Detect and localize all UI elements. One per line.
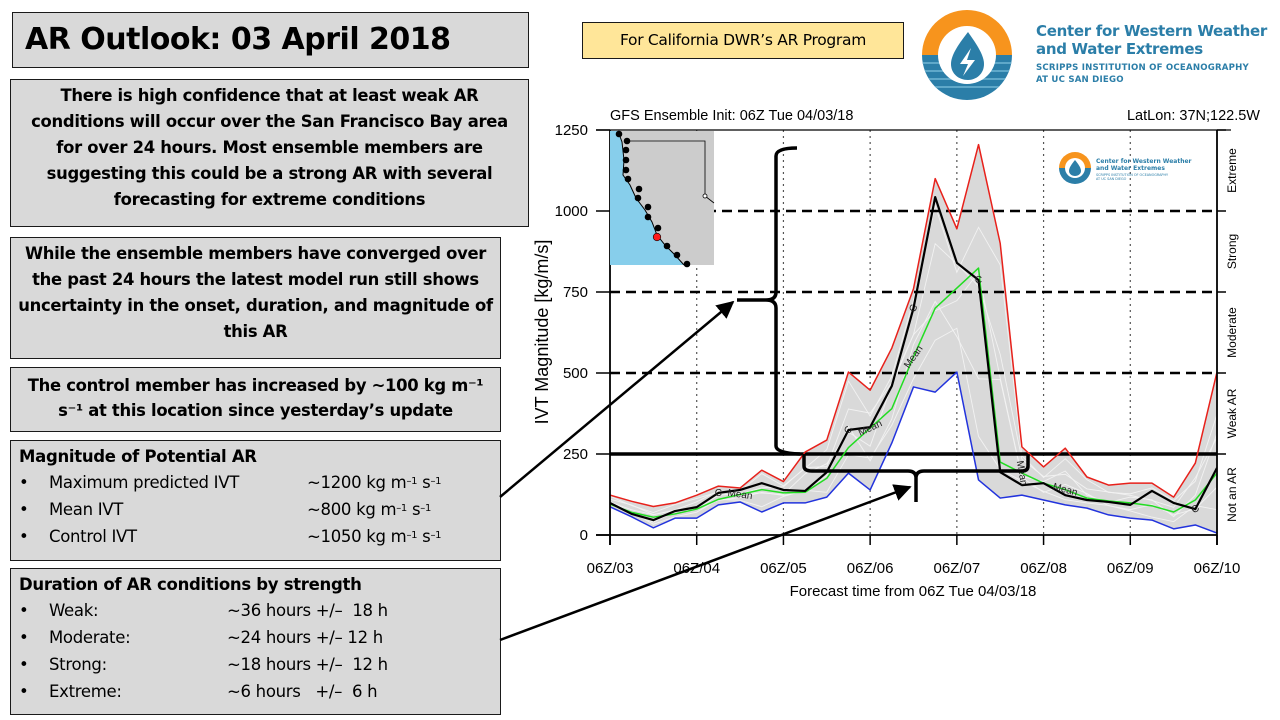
bullet-icon: • bbox=[19, 601, 29, 620]
duration-heading: Duration of AR conditions by strength bbox=[19, 575, 362, 594]
tick-labels: 06Z/03 06Z/04 06Z/05 06Z/06 06Z/07 06Z/08 06Z/… bbox=[555, 122, 1241, 577]
y-tick-label: 1250 bbox=[555, 122, 588, 139]
duration-box: Duration of AR conditions by strength • … bbox=[10, 568, 501, 715]
duration-value: ~18 hours +/– 12 h bbox=[227, 655, 388, 674]
duration-item: • Extreme: ~6 hours +/– 6 h bbox=[19, 678, 492, 705]
duration-value: ~24 hours +/– 12 h bbox=[227, 628, 383, 647]
y-tick-label: 0 bbox=[580, 527, 588, 544]
duration-label: Moderate: bbox=[49, 628, 131, 647]
category-labels: Not an AR Weak AR Moderate Strong Extreme bbox=[1217, 129, 1239, 522]
logo-line-4: AT UC SAN DIEGO bbox=[1036, 75, 1124, 85]
series-label: C bbox=[715, 488, 722, 499]
x-tick-label: 06Z/05 bbox=[760, 560, 807, 577]
logo-line-1: Center for Western Weather bbox=[1036, 22, 1267, 40]
x-tick-label: 06Z/03 bbox=[587, 560, 634, 577]
chart-title: GFS Ensemble Init: 06Z Tue 04/03/18 bbox=[610, 108, 853, 124]
category-label: Weak AR bbox=[1225, 388, 1239, 438]
page-title: AR Outlook: 03 April 2018 bbox=[25, 22, 451, 57]
y-tick-label: 1000 bbox=[555, 203, 588, 220]
duration-value: ~6 hours +/– 6 h bbox=[227, 682, 378, 701]
bullet-icon: • bbox=[19, 655, 29, 674]
y-tick-label: 250 bbox=[563, 446, 588, 463]
category-label: Moderate bbox=[1225, 307, 1239, 358]
series-label: Mean bbox=[727, 488, 753, 502]
duration-item: • Moderate: ~24 hours +/– 12 h bbox=[19, 624, 492, 651]
x-axis-label: Forecast time from 06Z Tue 04/03/18 bbox=[790, 583, 1037, 600]
bullet-icon: • bbox=[19, 500, 29, 519]
series-label: C bbox=[908, 303, 921, 314]
bullet-icon: • bbox=[19, 628, 29, 647]
series-label: C bbox=[842, 424, 855, 436]
bullet-icon: • bbox=[19, 682, 29, 701]
cw3e-small-logo-icon: Center for Western Weather and Water Ext… bbox=[1059, 152, 1192, 184]
x-tick-label: 06Z/06 bbox=[847, 560, 894, 577]
title-box: AR Outlook: 03 April 2018 bbox=[12, 12, 529, 68]
magnitude-item: • Control IVT ~1050 kg m–1 s–1 bbox=[19, 523, 492, 550]
logo-line-2: and Water Extremes bbox=[1036, 40, 1203, 58]
magnitude-value: ~800 kg m–1 s–1 bbox=[307, 500, 432, 519]
duration-label: Weak: bbox=[49, 601, 99, 620]
magnitude-label: Mean IVT bbox=[49, 500, 124, 519]
inset-location-map bbox=[610, 130, 715, 268]
small-logo-line-3: SCRIPPS INSTITUTION OF OCEANOGRAPHY bbox=[1096, 173, 1169, 177]
annotation-arrow-duration bbox=[499, 484, 912, 642]
x-tick-label: 06Z/07 bbox=[934, 560, 981, 577]
logo-line-3: SCRIPPS INSTITUTION OF OCEANOGRAPHY bbox=[1036, 63, 1249, 73]
magnitude-heading: Magnitude of Potential AR bbox=[19, 447, 257, 466]
y-axis-label: IVT Magnitude [kg/m/s] bbox=[532, 240, 552, 425]
small-logo-line-4: AT UC SAN DIEGO bbox=[1096, 177, 1127, 181]
small-logo-line-2: and Water Extremes bbox=[1096, 165, 1165, 172]
bullet-icon: • bbox=[19, 527, 29, 546]
magnitude-label: Control IVT bbox=[49, 527, 137, 546]
cw3e-logo-icon bbox=[922, 10, 1012, 100]
x-tick-label: 06Z/09 bbox=[1107, 560, 1154, 577]
summary-control-change: The control member has increased by ~100… bbox=[10, 367, 501, 432]
cw3e-logo-text: Center for Western Weather and Water Ext… bbox=[1036, 22, 1267, 86]
duration-value: ~36 hours +/– 18 h bbox=[227, 601, 388, 620]
chart-location: LatLon: 37N;122.5W bbox=[1127, 108, 1260, 124]
annotation-arrow-magnitude bbox=[499, 300, 735, 498]
duration-item: • Weak: ~36 hours +/– 18 h bbox=[19, 597, 492, 624]
duration-item: • Strong: ~18 hours +/– 12 h bbox=[19, 651, 492, 678]
annotation-max-brace bbox=[737, 146, 801, 456]
x-tick-label: 06Z/04 bbox=[673, 560, 720, 577]
ensemble-member-line bbox=[610, 203, 1217, 514]
magnitude-label: Maximum predicted IVT bbox=[49, 473, 239, 492]
duration-label: Strong: bbox=[49, 655, 107, 674]
category-label: Not an AR bbox=[1225, 467, 1239, 522]
x-tick-label: 06Z/08 bbox=[1020, 560, 1067, 577]
category-label: Extreme bbox=[1225, 148, 1239, 193]
sponsor-tag: For California DWR’s AR Program bbox=[582, 22, 904, 59]
magnitude-value: ~1050 kg m–1 s–1 bbox=[307, 527, 442, 546]
ensemble-spread bbox=[610, 144, 1217, 534]
magnitude-box: Magnitude of Potential AR • Maximum pred… bbox=[10, 440, 501, 561]
axes bbox=[596, 129, 1231, 545]
duration-label: Extreme: bbox=[49, 682, 122, 701]
summary-uncertainty: While the ensemble members have converge… bbox=[10, 237, 501, 359]
series-label: C bbox=[975, 275, 982, 286]
summary-confidence: There is high confidence that at least w… bbox=[10, 79, 529, 227]
bullet-icon: • bbox=[19, 473, 29, 492]
magnitude-value: ~1200 kg m–1 s–1 bbox=[307, 473, 442, 492]
y-tick-label: 500 bbox=[563, 365, 588, 382]
x-tick-label: 06Z/10 bbox=[1194, 560, 1241, 577]
location-marker-icon bbox=[652, 232, 662, 242]
y-tick-label: 750 bbox=[563, 284, 588, 301]
small-logo-line-1: Center for Western Weather bbox=[1096, 158, 1192, 165]
annotation-duration-brace bbox=[802, 454, 1030, 502]
map-station-dots bbox=[615, 130, 691, 268]
category-label: Strong bbox=[1225, 234, 1239, 269]
magnitude-item: • Maximum predicted IVT ~1200 kg m–1 s–1 bbox=[19, 469, 492, 496]
series-label: Mean bbox=[1014, 460, 1029, 487]
magnitude-item: • Mean IVT ~800 kg m–1 s–1 bbox=[19, 496, 492, 523]
